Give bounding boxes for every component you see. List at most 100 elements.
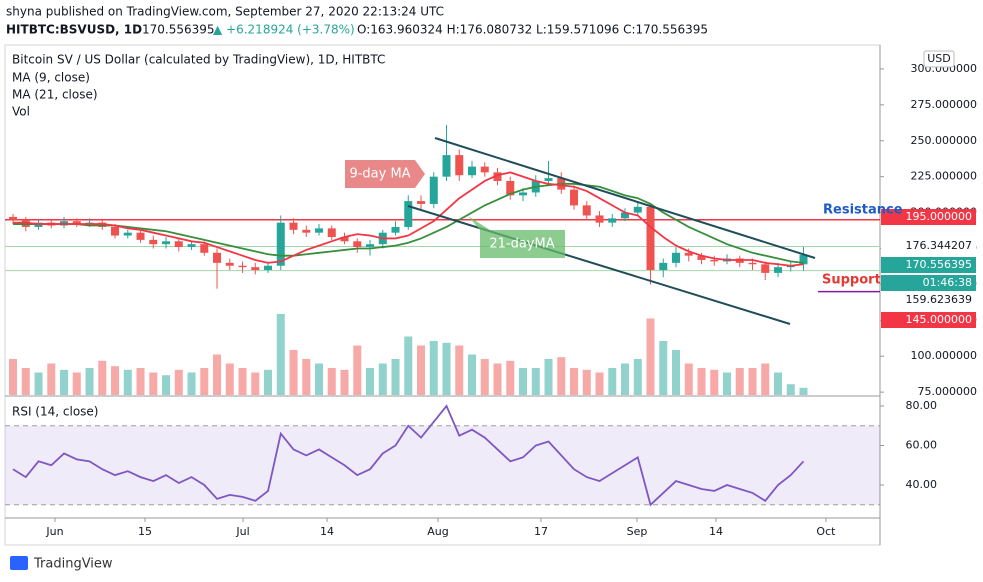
candle-body	[187, 244, 196, 248]
volume-bar	[238, 368, 247, 395]
volume-bar	[34, 372, 43, 395]
volume-bar	[710, 369, 719, 395]
volume-bar	[123, 369, 132, 395]
chart-title: Bitcoin SV / US Dollar (calculated by Tr…	[12, 53, 385, 67]
volume-bar	[570, 368, 579, 395]
candle-body	[468, 166, 477, 176]
candle-body	[748, 262, 757, 265]
price-label: 159.623639	[906, 293, 972, 306]
volume-bar	[366, 368, 375, 395]
candle-body	[391, 226, 400, 233]
volume-bar	[417, 345, 426, 395]
rsi-line	[12, 404, 805, 507]
volume-bar	[761, 363, 770, 395]
change: ▲ +6.218924 (+3.78%)	[213, 23, 355, 37]
candle-body	[519, 192, 528, 196]
volume-bar	[544, 359, 553, 395]
candle-body	[582, 205, 591, 216]
price-label: 176.344207	[906, 239, 972, 252]
candle-body	[621, 212, 630, 219]
candle-body	[659, 262, 668, 271]
volume-bar	[264, 369, 273, 395]
candle-body	[570, 189, 579, 206]
rsi-band	[5, 425, 880, 505]
volume-bar	[557, 357, 566, 395]
volume-bar	[98, 360, 107, 395]
candle-body	[774, 267, 783, 273]
countdown: 01:46:38	[923, 276, 972, 289]
resistance-label: Resistance	[823, 203, 903, 218]
candle-body	[136, 232, 145, 240]
rsi-title: RSI (14, close)	[12, 405, 98, 419]
price-label-box	[881, 257, 976, 273]
candle-body	[506, 180, 515, 196]
candle-body	[340, 236, 349, 242]
candle-body	[595, 215, 604, 223]
volume-bar	[9, 359, 18, 395]
currency-box[interactable]	[923, 50, 955, 68]
ma9-line	[13, 171, 804, 267]
volume-bar	[684, 363, 693, 395]
volume-bar	[315, 363, 324, 395]
candle-body	[225, 262, 234, 266]
candle-body	[238, 265, 247, 268]
candle-body	[353, 241, 362, 248]
legend-ma9: MA (9, close)	[12, 71, 90, 85]
candle-body	[455, 155, 464, 176]
channel-upper	[434, 137, 816, 259]
ma21-callout	[468, 216, 565, 258]
candle-body	[366, 244, 375, 248]
countdown-box	[881, 275, 976, 291]
volume-bar	[659, 341, 668, 395]
volume-bar	[225, 363, 234, 395]
candle-body	[123, 232, 132, 236]
volume-bar	[672, 350, 681, 395]
volume-bar	[595, 372, 604, 395]
candle-body	[493, 172, 502, 181]
volume-bar	[213, 354, 222, 395]
candle-body	[9, 216, 18, 220]
volume-bar	[162, 375, 171, 395]
candle-body	[608, 218, 617, 223]
volume-bar	[60, 369, 69, 395]
volume-bar	[442, 342, 451, 395]
price-label-box	[881, 292, 976, 308]
volume-bar	[289, 350, 298, 395]
marks: 75.000000100.000000125.000000150.0000001…	[5, 62, 977, 538]
volume-bar	[200, 368, 209, 395]
candle-body	[174, 241, 183, 248]
candle-body	[710, 259, 719, 262]
symbol: HITBTC:BSVUSD, 1D	[6, 23, 142, 37]
channel-lower	[407, 205, 791, 325]
volume-bar	[327, 368, 336, 395]
x-tick-label: 14	[709, 525, 723, 538]
candle-body	[276, 222, 285, 266]
candle-body	[315, 228, 324, 233]
price-label-box	[881, 209, 976, 225]
legend-vol: Vol	[12, 105, 30, 119]
candle-body	[302, 229, 311, 233]
volume-bar	[302, 359, 311, 395]
price: 170.556395	[142, 23, 215, 37]
y-tick-label: 275.000000	[911, 98, 977, 111]
candle-body	[162, 241, 171, 245]
volume-bar	[72, 372, 81, 395]
volume-bar	[149, 372, 158, 395]
price-label: 145.000000	[906, 313, 972, 326]
x-tick-label: 17	[534, 525, 548, 538]
candle-body	[442, 155, 451, 177]
candle-body	[417, 201, 426, 204]
ma9-callout-text: 9-day MA	[349, 167, 410, 182]
candle-body	[264, 265, 273, 271]
candle-body	[646, 206, 655, 271]
candle-body	[429, 176, 438, 204]
volume-bar	[85, 368, 94, 395]
ma9-callout	[345, 160, 425, 188]
volume-bar	[774, 372, 783, 395]
x-tick-label: 14	[320, 525, 334, 538]
volume-bar	[251, 372, 260, 395]
candle-body	[404, 201, 413, 227]
volume-bar	[480, 359, 489, 395]
volume-bar	[608, 368, 617, 395]
volume-bar	[786, 384, 795, 395]
